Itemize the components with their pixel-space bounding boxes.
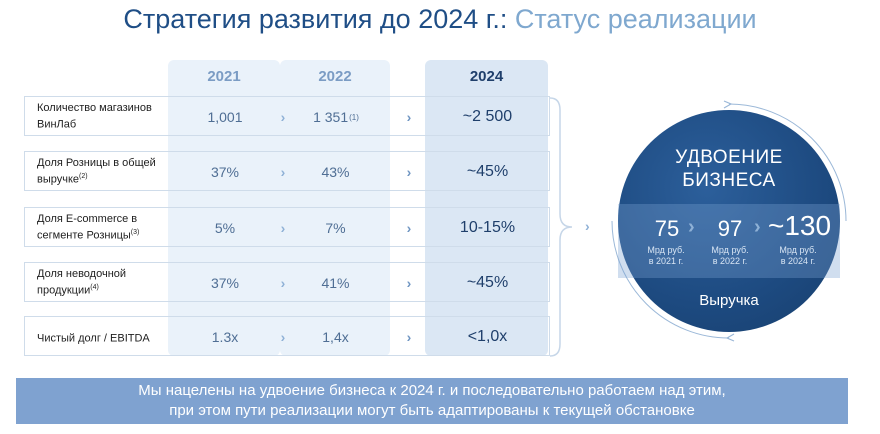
value-2021: 37% bbox=[210, 275, 240, 291]
table-row: Чистый долг / EBITDA 1.3x › 1,4x › <1,0x bbox=[24, 316, 550, 356]
chevron-right-icon: › bbox=[406, 164, 412, 180]
value-2022: 43% bbox=[321, 164, 350, 180]
title-sub: Статус реализации bbox=[514, 4, 757, 34]
table-row: Доля Розницы в общей выручке(2) 37% › 43… bbox=[24, 151, 550, 191]
value-2021: 1.3x bbox=[211, 329, 239, 345]
chevron-right-icon: › bbox=[406, 220, 412, 236]
page-title: Стратегия развития до 2024 г.: Статус ре… bbox=[0, 4, 880, 35]
revenue-2022-caption: Мрд руб. в 2022 г. bbox=[711, 245, 749, 266]
value-2021: 37% bbox=[210, 164, 240, 180]
values-band bbox=[618, 204, 840, 278]
value-2021: 1,001 bbox=[207, 109, 243, 125]
right-brace-icon bbox=[549, 97, 573, 357]
value-2022: 1,4x bbox=[322, 329, 349, 345]
table-row: Доля E-commerce в сегменте Розницы(3) 5%… bbox=[24, 207, 550, 247]
row-label: Доля Розницы в общей выручке(2) bbox=[37, 157, 156, 186]
value-2021: 5% bbox=[214, 220, 236, 236]
value-2024: ~2 500 bbox=[462, 108, 513, 125]
chevron-right-icon: › bbox=[585, 218, 590, 234]
chevron-right-icon: › bbox=[280, 220, 286, 236]
revenue-label: Выручка bbox=[699, 292, 759, 309]
chevron-right-icon: › bbox=[688, 216, 695, 238]
table-row: Доля неводочной продукции(4) 37% › 41% ›… bbox=[24, 262, 550, 302]
year-header-2022: 2022 bbox=[318, 68, 352, 85]
chevron-right-icon: › bbox=[406, 329, 412, 345]
chevron-right-icon: › bbox=[280, 275, 286, 291]
value-2022: 7% bbox=[325, 220, 346, 236]
table-row: Количество магазинов ВинЛаб 1,001 › 1 35… bbox=[24, 96, 550, 136]
value-2024: ~45% bbox=[466, 163, 509, 180]
chevron-right-icon: › bbox=[280, 109, 286, 125]
summary-banner: Мы нацелены на удвоение бизнеса к 2024 г… bbox=[16, 378, 848, 424]
circle-body: УДВОЕНИЕ БИЗНЕСА 75 › 97 › ~130 Мрд руб.… bbox=[618, 110, 840, 332]
chevron-right-icon: › bbox=[406, 109, 412, 125]
row-label: Доля E-commerce в сегменте Розницы(3) bbox=[37, 213, 140, 242]
banner-line-2: при этом пути реализации могут быть адап… bbox=[169, 402, 695, 419]
value-2024: <1,0x bbox=[467, 328, 508, 345]
circle-title: УДВОЕНИЕ БИЗНЕСА bbox=[675, 147, 783, 191]
chevron-right-icon: › bbox=[754, 216, 761, 238]
chevron-right-icon: › bbox=[280, 329, 286, 345]
revenue-2024-caption: Мрд руб. в 2024 г. bbox=[779, 245, 817, 266]
orbit-arrows-icon bbox=[611, 100, 847, 342]
revenue-2024-value: ~130 bbox=[768, 210, 832, 241]
year-header-2021: 2021 bbox=[207, 68, 241, 85]
revenue-2021-caption: Мрд руб. в 2021 г. bbox=[647, 245, 685, 266]
chevron-right-icon: › bbox=[280, 164, 286, 180]
revenue-2021-value: 75 bbox=[654, 216, 680, 241]
column-2024-background bbox=[425, 60, 548, 356]
business-doubling-circle: УДВОЕНИЕ БИЗНЕСА 75 › 97 › ~130 Мрд руб.… bbox=[608, 100, 850, 342]
column-2022-background bbox=[280, 60, 390, 356]
row-label: Количество магазинов ВинЛаб bbox=[37, 102, 152, 131]
value-2022: 1 351 (1) bbox=[313, 109, 359, 125]
value-2024: 10-15% bbox=[459, 219, 516, 236]
banner-line-1: Мы нацелены на удвоение бизнеса к 2024 г… bbox=[138, 382, 726, 399]
year-header-2024: 2024 bbox=[469, 68, 504, 85]
row-label: Доля неводочной продукции(4) bbox=[37, 268, 127, 297]
column-2021-background bbox=[168, 60, 280, 356]
title-main: Стратегия развития до 2024 г.: bbox=[123, 4, 508, 34]
chevron-right-icon: › bbox=[406, 275, 412, 291]
revenue-2022-value: 97 bbox=[717, 216, 743, 241]
value-2022: 41% bbox=[321, 275, 350, 291]
value-2024: ~45% bbox=[466, 274, 509, 291]
row-label: Чистый долг / EBITDA bbox=[37, 332, 150, 345]
